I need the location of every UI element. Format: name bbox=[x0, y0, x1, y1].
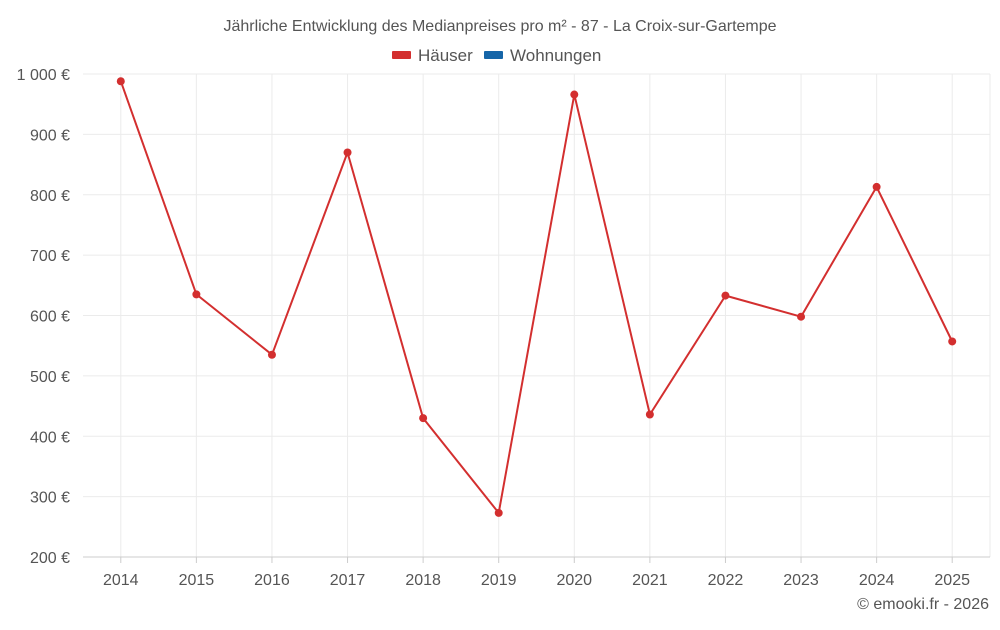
y-tick-label: 600 € bbox=[30, 309, 70, 326]
data-point[interactable] bbox=[570, 90, 579, 99]
legend-label-haeuser: Häuser bbox=[418, 46, 473, 65]
data-point[interactable] bbox=[116, 77, 125, 86]
chart-title: Jährliche Entwicklung des Medianpreises … bbox=[223, 18, 776, 35]
y-tick-label: 800 € bbox=[30, 188, 70, 205]
legend-item-wohnungen[interactable]: Wohnungen bbox=[484, 46, 601, 65]
x-tick-label: 2016 bbox=[254, 572, 290, 589]
credit-text: © emooki.fr - 2026 bbox=[857, 596, 989, 613]
y-tick-label: 300 € bbox=[30, 490, 70, 507]
data-point[interactable] bbox=[343, 148, 352, 157]
legend: Häuser Wohnungen bbox=[392, 46, 601, 65]
y-tick-label: 400 € bbox=[30, 429, 70, 446]
axis-layer: 200 € 300 € 400 € 500 € 600 € 700 € 800 € 900 €… bbox=[17, 67, 990, 589]
data-point[interactable] bbox=[872, 182, 881, 191]
series-line bbox=[119, 80, 954, 514]
x-tick-label: 2020 bbox=[556, 572, 592, 589]
data-point[interactable] bbox=[192, 290, 201, 299]
data-point[interactable] bbox=[419, 414, 428, 423]
data-point[interactable] bbox=[645, 410, 654, 419]
y-tick-label: 500 € bbox=[30, 369, 70, 386]
data-point[interactable] bbox=[721, 291, 730, 300]
x-tick-label: 2025 bbox=[934, 572, 970, 589]
y-tick-label: 1 000 € bbox=[17, 67, 70, 84]
x-tick-label: 2017 bbox=[330, 572, 366, 589]
y-tick-label: 200 € bbox=[30, 550, 70, 567]
x-tick-label: 2021 bbox=[632, 572, 668, 589]
x-tick-label: 2024 bbox=[859, 572, 895, 589]
data-point[interactable] bbox=[494, 508, 503, 517]
x-tick-label: 2015 bbox=[179, 572, 215, 589]
x-tick-label: 2014 bbox=[103, 572, 139, 589]
data-point[interactable] bbox=[797, 312, 806, 321]
x-tick-label: 2019 bbox=[481, 572, 517, 589]
x-tick-label: 2018 bbox=[405, 572, 441, 589]
data-point[interactable] bbox=[267, 350, 276, 359]
y-tick-label: 900 € bbox=[30, 127, 70, 144]
x-tick-label: 2023 bbox=[783, 572, 819, 589]
legend-swatch-haeuser bbox=[392, 51, 411, 59]
grid-layer bbox=[83, 73, 991, 557]
legend-label-wohnungen: Wohnungen bbox=[510, 46, 601, 65]
series-layer bbox=[116, 77, 957, 517]
legend-item-haeuser[interactable]: Häuser bbox=[392, 46, 473, 65]
y-tick-label: 700 € bbox=[30, 248, 70, 265]
x-tick-label: 2022 bbox=[708, 572, 744, 589]
data-point[interactable] bbox=[948, 337, 957, 346]
legend-swatch-wohnungen bbox=[484, 51, 503, 59]
